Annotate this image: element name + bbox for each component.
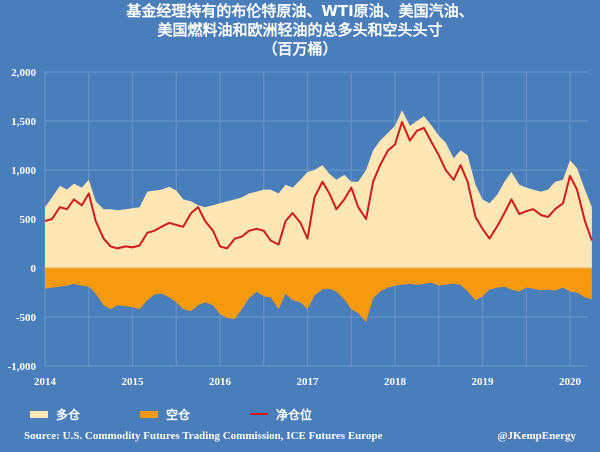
chart-title-line-1: 基金经理持有的布伦特原油、WTI原油、美国汽油、 (126, 2, 474, 20)
x-tick-label: 2016 (209, 376, 232, 388)
y-tick-label: -500 (16, 312, 37, 324)
y-tick-label: 500 (20, 214, 37, 226)
short-position-area (45, 268, 592, 322)
y-tick-label: 0 (31, 263, 37, 275)
y-tick-label: -1,000 (8, 361, 37, 373)
x-tick-label: 2015 (122, 376, 145, 388)
y-tick-label: 2,000 (11, 67, 36, 79)
legend-label-short: 空仓 (166, 407, 191, 422)
x-axis-ticks: 2014 2015 2016 2017 2018 2019 2020 (34, 376, 582, 388)
net-position-line (44, 121, 593, 250)
y-tick-label: 1,000 (11, 165, 36, 177)
chart-title-line-3: （百万桶） (262, 40, 338, 58)
x-tick-label: 2014 (34, 376, 57, 388)
chart-title: 基金经理持有的布伦特原油、WTI原油、美国汽油、 美国燃料油和欧洲轻油的总多头和… (0, 2, 600, 59)
legend-swatch-long (30, 410, 48, 418)
y-tick-label: 1,500 (11, 116, 36, 128)
x-tick-label: 2017 (297, 376, 320, 388)
legend-item-net: 净仓位 (250, 406, 312, 423)
legend-swatch-net (250, 413, 268, 415)
x-tick-label: 2018 (384, 376, 407, 388)
source-note: Source: U.S. Commodity Futures Trading C… (24, 430, 383, 442)
x-tick-label: 2020 (559, 376, 582, 388)
legend-swatch-short (140, 410, 158, 418)
chart-title-line-2: 美国燃料油和欧洲轻油的总多头和空头头寸 (157, 21, 443, 39)
legend-label-long: 多仓 (56, 407, 81, 422)
legend-label-net: 净仓位 (276, 407, 313, 422)
y-axis-ticks: 2,000 1,500 1,000 500 0 -500 -1,000 (8, 67, 37, 373)
legend-item-long: 多仓 (30, 406, 80, 423)
x-tick-label: 2019 (472, 376, 495, 388)
author-credit: @JKempEnergy (497, 430, 576, 442)
legend-item-short: 空仓 (140, 406, 190, 423)
